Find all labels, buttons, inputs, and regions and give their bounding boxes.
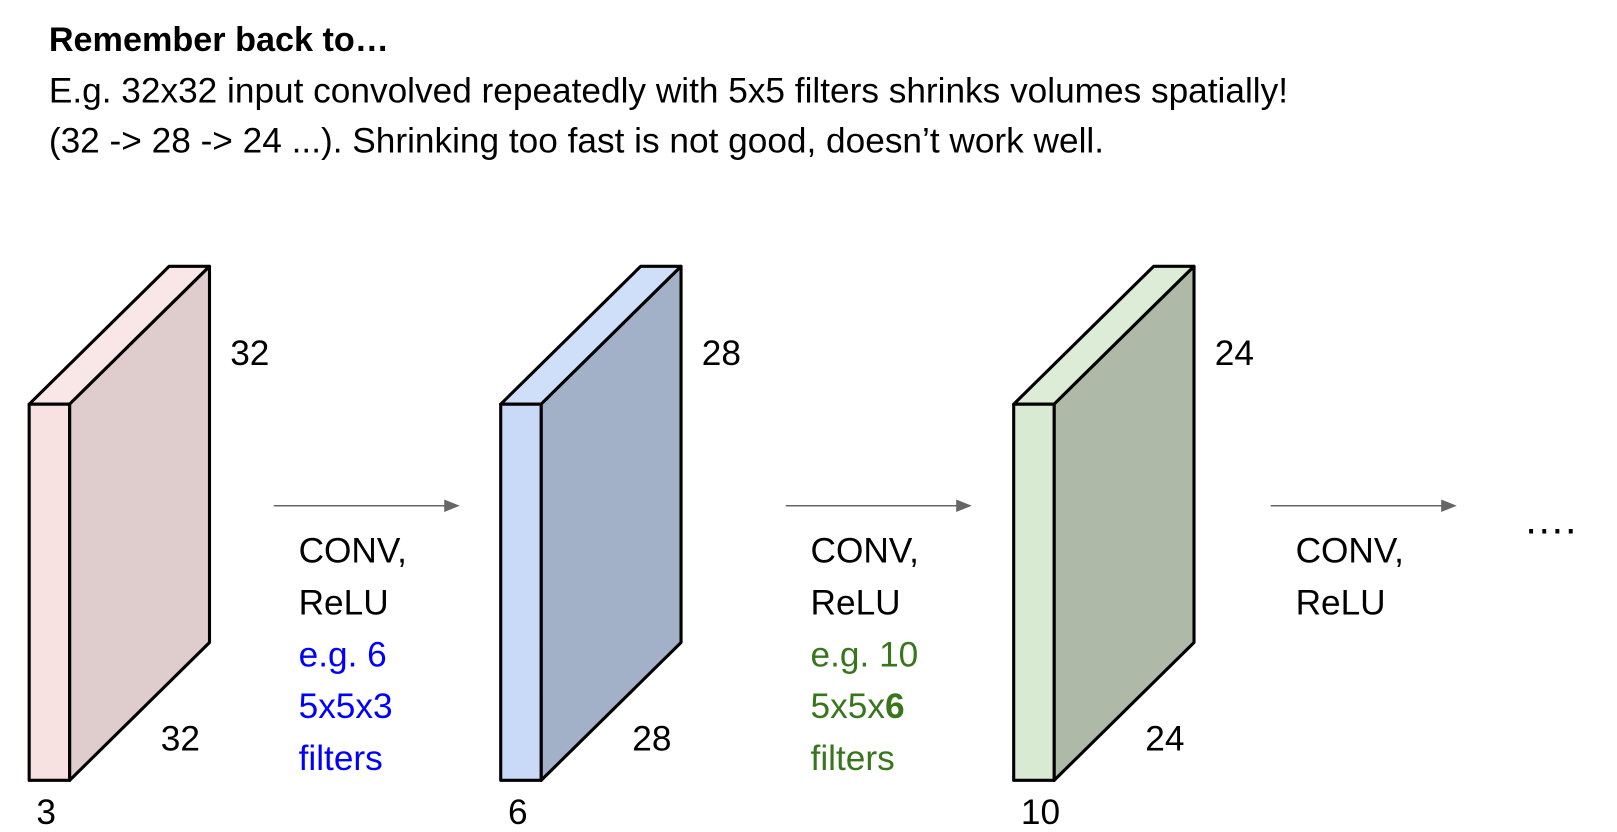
op-label: ReLU <box>299 584 389 623</box>
op-label: CONV, <box>811 532 919 571</box>
note-line: 5x5x6 <box>811 687 905 726</box>
volume-front <box>27 402 72 782</box>
depth-label: 10 <box>1021 793 1060 827</box>
op-label: ReLU <box>811 584 901 623</box>
height-label: 32 <box>230 334 269 373</box>
note-line: e.g. 10 <box>811 635 919 674</box>
note-text: 5x5x3 <box>299 687 393 726</box>
width-label: 24 <box>1145 719 1184 758</box>
note-text: 5x5x <box>811 687 886 726</box>
note-line: filters <box>299 739 383 778</box>
volume-front <box>1012 402 1056 782</box>
note-line: e.g. 6 <box>299 635 387 674</box>
op-label: CONV, <box>1296 532 1404 571</box>
op-label: CONV, <box>299 532 407 571</box>
op-label: ReLU <box>1296 584 1386 623</box>
text-line: (32 -> 28 -> 24 ...). Shrinking too fast… <box>49 121 1104 160</box>
height-label: 28 <box>702 334 741 373</box>
note-line: 5x5x3 <box>299 687 393 726</box>
width-label: 32 <box>161 719 200 758</box>
text-line: E.g. 32x32 input convolved repeatedly wi… <box>49 72 1288 111</box>
title: Remember back to… <box>49 21 389 59</box>
note-line: filters <box>811 739 895 778</box>
depth-label: 6 <box>508 793 528 827</box>
height-label: 24 <box>1215 334 1254 373</box>
width-label: 28 <box>632 719 671 758</box>
depth-label: 3 <box>36 793 56 827</box>
note-bold: 6 <box>885 687 905 726</box>
ellipsis: …. <box>1524 496 1577 543</box>
volume-front <box>499 402 543 782</box>
